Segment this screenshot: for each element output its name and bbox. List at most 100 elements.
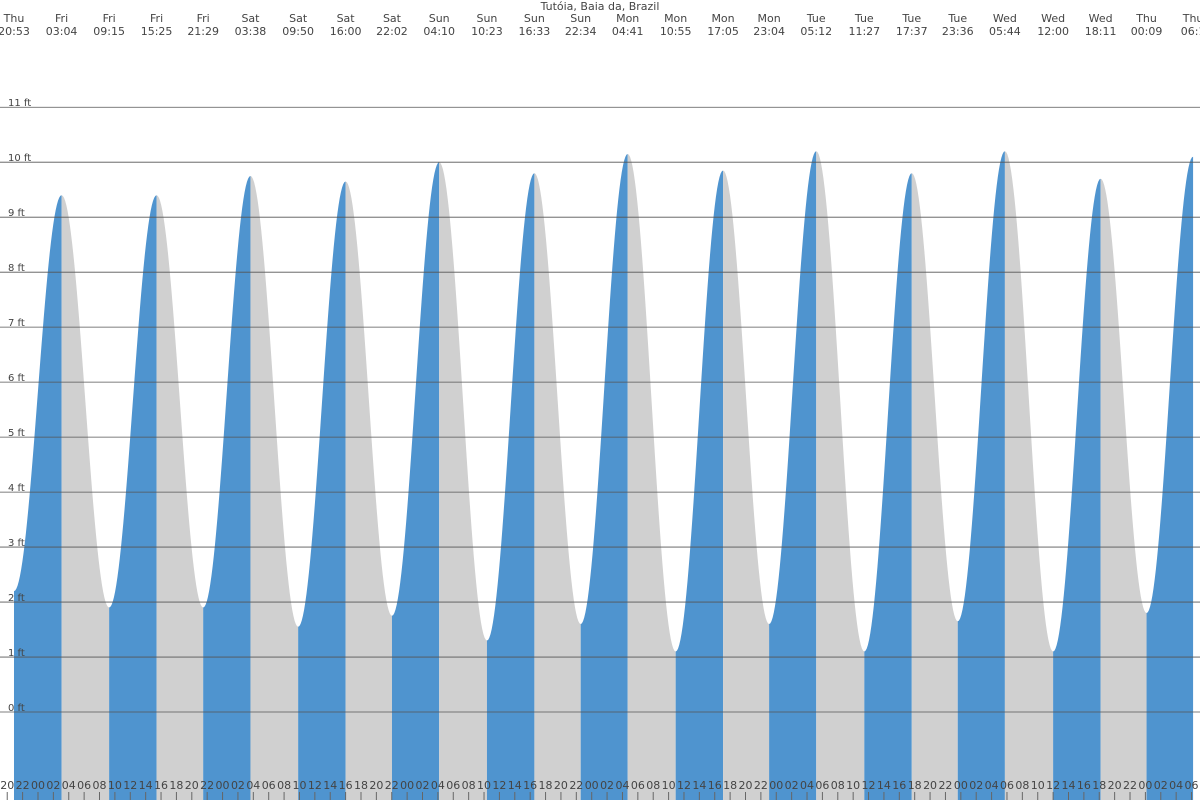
- tide-segment: [61, 195, 110, 800]
- tide-day: Sun: [429, 12, 450, 25]
- tide-segment: [109, 195, 157, 800]
- tide-segment: [486, 173, 535, 800]
- x-tick-label: 14: [877, 779, 891, 792]
- tide-day: Fri: [197, 12, 210, 25]
- x-tick-label: 20: [1108, 779, 1122, 792]
- tide-segment: [627, 153, 676, 800]
- x-tick-label: 18: [723, 779, 737, 792]
- x-tick-label: 02: [969, 779, 983, 792]
- x-tick-label: 20: [0, 779, 14, 792]
- tide-day: Thu: [1135, 12, 1157, 25]
- tide-day: Thu: [1182, 12, 1200, 25]
- tide-time: 15:25: [141, 25, 173, 38]
- x-tick-label: 18: [169, 779, 183, 792]
- y-tick-label: 7 ft: [8, 318, 25, 329]
- tide-segment: [675, 170, 724, 800]
- tide-day: Sat: [337, 12, 356, 25]
- y-tick-label: 8 ft: [8, 263, 25, 274]
- x-tick-label: 00: [400, 779, 414, 792]
- x-tick-label: 08: [831, 779, 845, 792]
- tide-time: 18:11: [1085, 25, 1117, 38]
- x-tick-label: 02: [1154, 779, 1168, 792]
- x-tick-label: 10: [1031, 779, 1045, 792]
- tide-time: 21:29: [187, 25, 219, 38]
- tide-day: Fri: [55, 12, 68, 25]
- x-tick-label: 04: [800, 779, 814, 792]
- x-tick-label: 02: [600, 779, 614, 792]
- tide-day: Mon: [711, 12, 734, 25]
- tide-day: Sun: [524, 12, 545, 25]
- tide-day: Fri: [103, 12, 116, 25]
- tide-time: 05:44: [989, 25, 1021, 38]
- tide-segment: [911, 173, 958, 800]
- tide-time: 05:12: [800, 25, 832, 38]
- x-tick-label: 02: [416, 779, 430, 792]
- x-tick-label: 04: [1169, 779, 1183, 792]
- tide-time: 20:53: [0, 25, 30, 38]
- tide-segment: [1004, 151, 1054, 800]
- x-tick-label: 10: [662, 779, 676, 792]
- tide-segment: [203, 175, 251, 800]
- y-tick-label: 4 ft: [8, 483, 25, 494]
- x-tick-label: 06: [262, 779, 276, 792]
- x-tick-label: 20: [554, 779, 568, 792]
- x-tick-label: 20: [739, 779, 753, 792]
- tide-day: Tue: [947, 12, 967, 25]
- x-tick-label: 18: [354, 779, 368, 792]
- x-tick-label: 06: [77, 779, 91, 792]
- x-tick-label: 10: [108, 779, 122, 792]
- x-tick-label: 22: [754, 779, 768, 792]
- tide-time: 22:34: [565, 25, 597, 38]
- tide-time: 16:00: [330, 25, 362, 38]
- x-tick-label: 22: [200, 779, 214, 792]
- tide-segment: [156, 195, 204, 800]
- y-tick-label: 5 ft: [8, 428, 25, 439]
- tide-segment: [816, 151, 865, 800]
- tide-segment: [723, 170, 770, 800]
- x-tick-label: 06: [1185, 779, 1199, 792]
- x-tick-label: 14: [692, 779, 706, 792]
- tide-day: Mon: [616, 12, 639, 25]
- tide-segment: [1053, 178, 1101, 800]
- x-tick-label: 06: [815, 779, 829, 792]
- tide-day: Sat: [289, 12, 308, 25]
- x-tick-label: 02: [46, 779, 60, 792]
- x-tick-label: 08: [277, 779, 291, 792]
- tide-time: 23:36: [942, 25, 974, 38]
- x-tick-label: 16: [708, 779, 722, 792]
- y-tick-label: 2 ft: [8, 593, 25, 604]
- tide-time: 22:02: [376, 25, 408, 38]
- y-tick-label: 11 ft: [8, 98, 31, 109]
- y-tick-label: 6 ft: [8, 373, 25, 384]
- y-tick-label: 3 ft: [8, 538, 25, 549]
- x-tick-label: 04: [985, 779, 999, 792]
- y-tick-label: 10 ft: [8, 153, 31, 164]
- x-tick-label: 04: [615, 779, 629, 792]
- tide-segment: [439, 162, 487, 800]
- x-tick-label: 22: [938, 779, 952, 792]
- tide-segment: [864, 173, 912, 800]
- x-tick-label: 16: [339, 779, 353, 792]
- x-tick-label: 14: [1061, 779, 1075, 792]
- x-tick-label: 14: [323, 779, 337, 792]
- x-tick-label: 14: [508, 779, 522, 792]
- x-tick-label: 04: [62, 779, 76, 792]
- tide-day: Wed: [1089, 12, 1113, 25]
- x-tick-label: 18: [1092, 779, 1106, 792]
- x-tick-label: 18: [908, 779, 922, 792]
- tide-segment: [580, 153, 628, 800]
- x-tick-label: 06: [1000, 779, 1014, 792]
- tide-time: 06:1: [1181, 25, 1200, 38]
- tide-segment: [1100, 178, 1147, 800]
- x-tick-label: 08: [646, 779, 660, 792]
- x-tick-label: 02: [785, 779, 799, 792]
- tide-time: 23:04: [753, 25, 785, 38]
- tide-segment: [13, 195, 62, 800]
- x-tick-label: 06: [631, 779, 645, 792]
- x-tick-label: 08: [462, 779, 476, 792]
- tide-time: 09:15: [93, 25, 125, 38]
- tide-segment: [1146, 156, 1194, 800]
- tide-day: Sun: [476, 12, 497, 25]
- x-tick-label: 00: [1138, 779, 1152, 792]
